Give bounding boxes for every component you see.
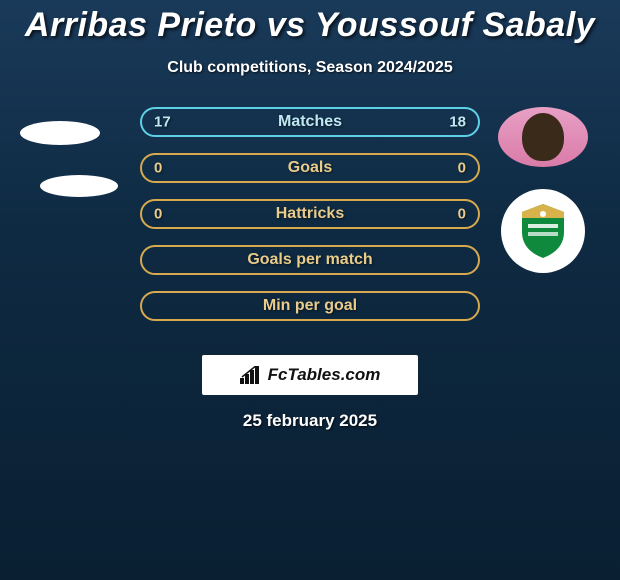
stat-row: 17Matches18	[140, 107, 480, 137]
page-title: Arribas Prieto vs Youssouf Sabaly	[0, 0, 620, 45]
brand-text: FcTables.com	[268, 365, 381, 385]
date-label: 25 february 2025	[0, 411, 620, 431]
right-player-avatar	[498, 107, 588, 167]
page-subtitle: Club competitions, Season 2024/2025	[0, 59, 620, 77]
right-player-column	[498, 107, 588, 273]
left-club-avatar-placeholder	[40, 175, 118, 197]
right-club-crest	[501, 189, 585, 273]
stat-label: Hattricks	[142, 205, 478, 223]
stat-value-right: 0	[458, 160, 466, 177]
left-player-column	[20, 107, 118, 197]
stat-row: 0Hattricks0	[140, 199, 480, 229]
brand-icon	[240, 366, 262, 384]
content-root: Arribas Prieto vs Youssouf Sabaly Club c…	[0, 0, 620, 580]
comparison-grid: 17Matches180Goals00Hattricks0Goals per m…	[0, 107, 620, 347]
stat-value-right: 0	[458, 206, 466, 223]
stat-label: Goals	[142, 159, 478, 177]
club-crest-icon	[518, 202, 568, 260]
brand-box: FcTables.com	[202, 355, 418, 395]
stat-label: Matches	[142, 113, 478, 131]
stat-rows: 17Matches180Goals00Hattricks0Goals per m…	[140, 107, 480, 337]
left-player-avatar-placeholder	[20, 121, 100, 145]
stat-label: Goals per match	[142, 251, 478, 269]
stat-value-right: 18	[449, 114, 466, 131]
stat-label: Min per goal	[142, 297, 478, 315]
stat-row: Goals per match	[140, 245, 480, 275]
stat-row: 0Goals0	[140, 153, 480, 183]
stat-row: Min per goal	[140, 291, 480, 321]
